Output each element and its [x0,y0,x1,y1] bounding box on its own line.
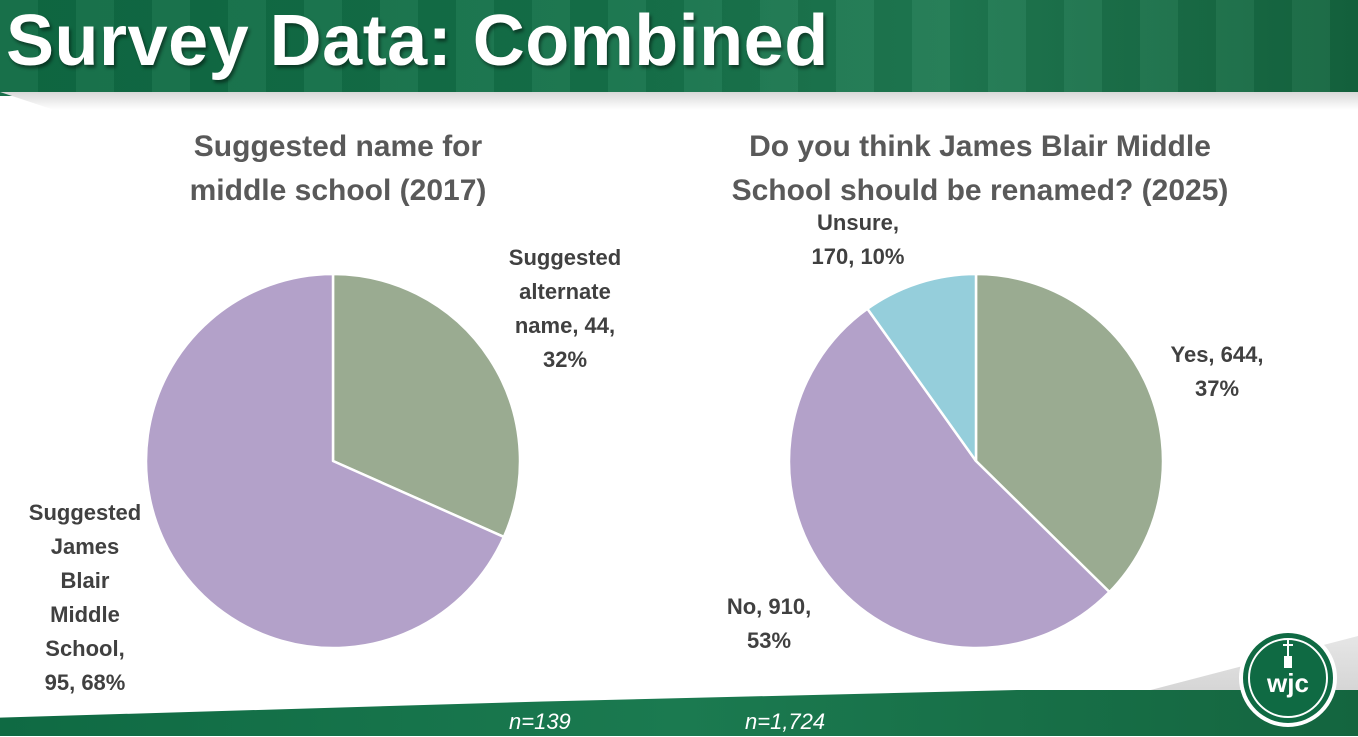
footer-band [0,690,1358,736]
header-photo-texture [0,0,1358,96]
pie-2025-slice-no [787,307,1111,650]
pie-2017-slice-suggested-james-blair-middle-school [144,272,506,650]
slice-label-james-blair: Suggested James Blair Middle School, 95,… [28,500,142,695]
wjc-logo-icon: wjc [1239,629,1337,727]
slide-title: Survey Data: Combined [6,1,829,81]
slice-label-alternate-name: Suggested alternate name, 44, 32% [508,245,622,372]
pie-chart-2025 [787,272,1165,650]
chart-title-2025: Do you think James Blair Middle School s… [731,130,1229,207]
sample-size-2017: n=139 [509,709,571,734]
pie-2017-slice-suggested-alternate-name [331,272,522,539]
slice-label-unsure: Unsure, 170, 10% [811,210,905,269]
pie-2025-slice-unsure [866,272,978,463]
pie-chart-2017 [144,272,522,650]
header-band [0,0,1358,96]
header-shadow [0,92,1358,110]
pie-2025-slice-yes [974,272,1165,594]
slice-label-yes: Yes, 644, 37% [1170,342,1264,401]
logo-text: wjc [1266,668,1309,698]
sample-size-2025: n=1,724 [745,709,826,734]
chart-title-2017: Suggested name for middle school (2017) [189,130,487,207]
slice-label-no: No, 910, 53% [726,594,812,653]
